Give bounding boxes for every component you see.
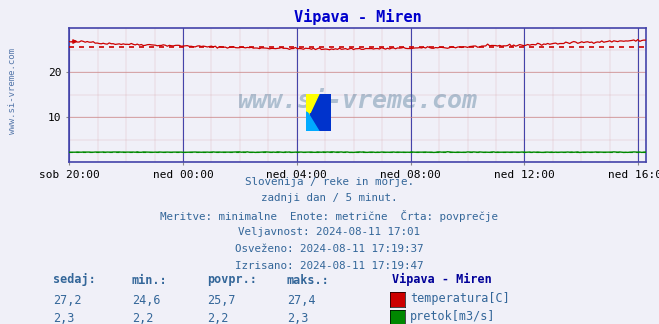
Text: maks.:: maks.: bbox=[287, 273, 330, 286]
Text: zadnji dan / 5 minut.: zadnji dan / 5 minut. bbox=[261, 193, 398, 203]
Text: povpr.:: povpr.: bbox=[208, 273, 258, 286]
Polygon shape bbox=[310, 94, 331, 131]
Text: 2,2: 2,2 bbox=[132, 312, 153, 324]
Text: Slovenija / reke in morje.: Slovenija / reke in morje. bbox=[245, 177, 414, 187]
Text: 27,2: 27,2 bbox=[53, 294, 81, 307]
Title: Vipava - Miren: Vipava - Miren bbox=[294, 9, 421, 25]
Text: sedaj:: sedaj: bbox=[53, 273, 96, 286]
Text: 2,2: 2,2 bbox=[208, 312, 229, 324]
Text: www.si-vreme.com: www.si-vreme.com bbox=[237, 89, 478, 113]
Text: temperatura[C]: temperatura[C] bbox=[410, 292, 509, 305]
Text: www.si-vreme.com: www.si-vreme.com bbox=[8, 48, 17, 134]
Polygon shape bbox=[306, 94, 319, 113]
Text: 2,3: 2,3 bbox=[53, 312, 74, 324]
Text: Osveženo: 2024-08-11 17:19:37: Osveženo: 2024-08-11 17:19:37 bbox=[235, 244, 424, 254]
Text: 2,3: 2,3 bbox=[287, 312, 308, 324]
Text: 27,4: 27,4 bbox=[287, 294, 315, 307]
Polygon shape bbox=[306, 111, 319, 131]
Text: Meritve: minimalne  Enote: metrične  Črta: povprečje: Meritve: minimalne Enote: metrične Črta:… bbox=[161, 210, 498, 222]
Text: Veljavnost: 2024-08-11 17:01: Veljavnost: 2024-08-11 17:01 bbox=[239, 227, 420, 237]
Text: min.:: min.: bbox=[132, 273, 167, 286]
Text: Izrisano: 2024-08-11 17:19:47: Izrisano: 2024-08-11 17:19:47 bbox=[235, 261, 424, 271]
Text: 25,7: 25,7 bbox=[208, 294, 236, 307]
Text: pretok[m3/s]: pretok[m3/s] bbox=[410, 310, 496, 323]
Text: Vipava - Miren: Vipava - Miren bbox=[392, 273, 492, 286]
Text: 24,6: 24,6 bbox=[132, 294, 160, 307]
